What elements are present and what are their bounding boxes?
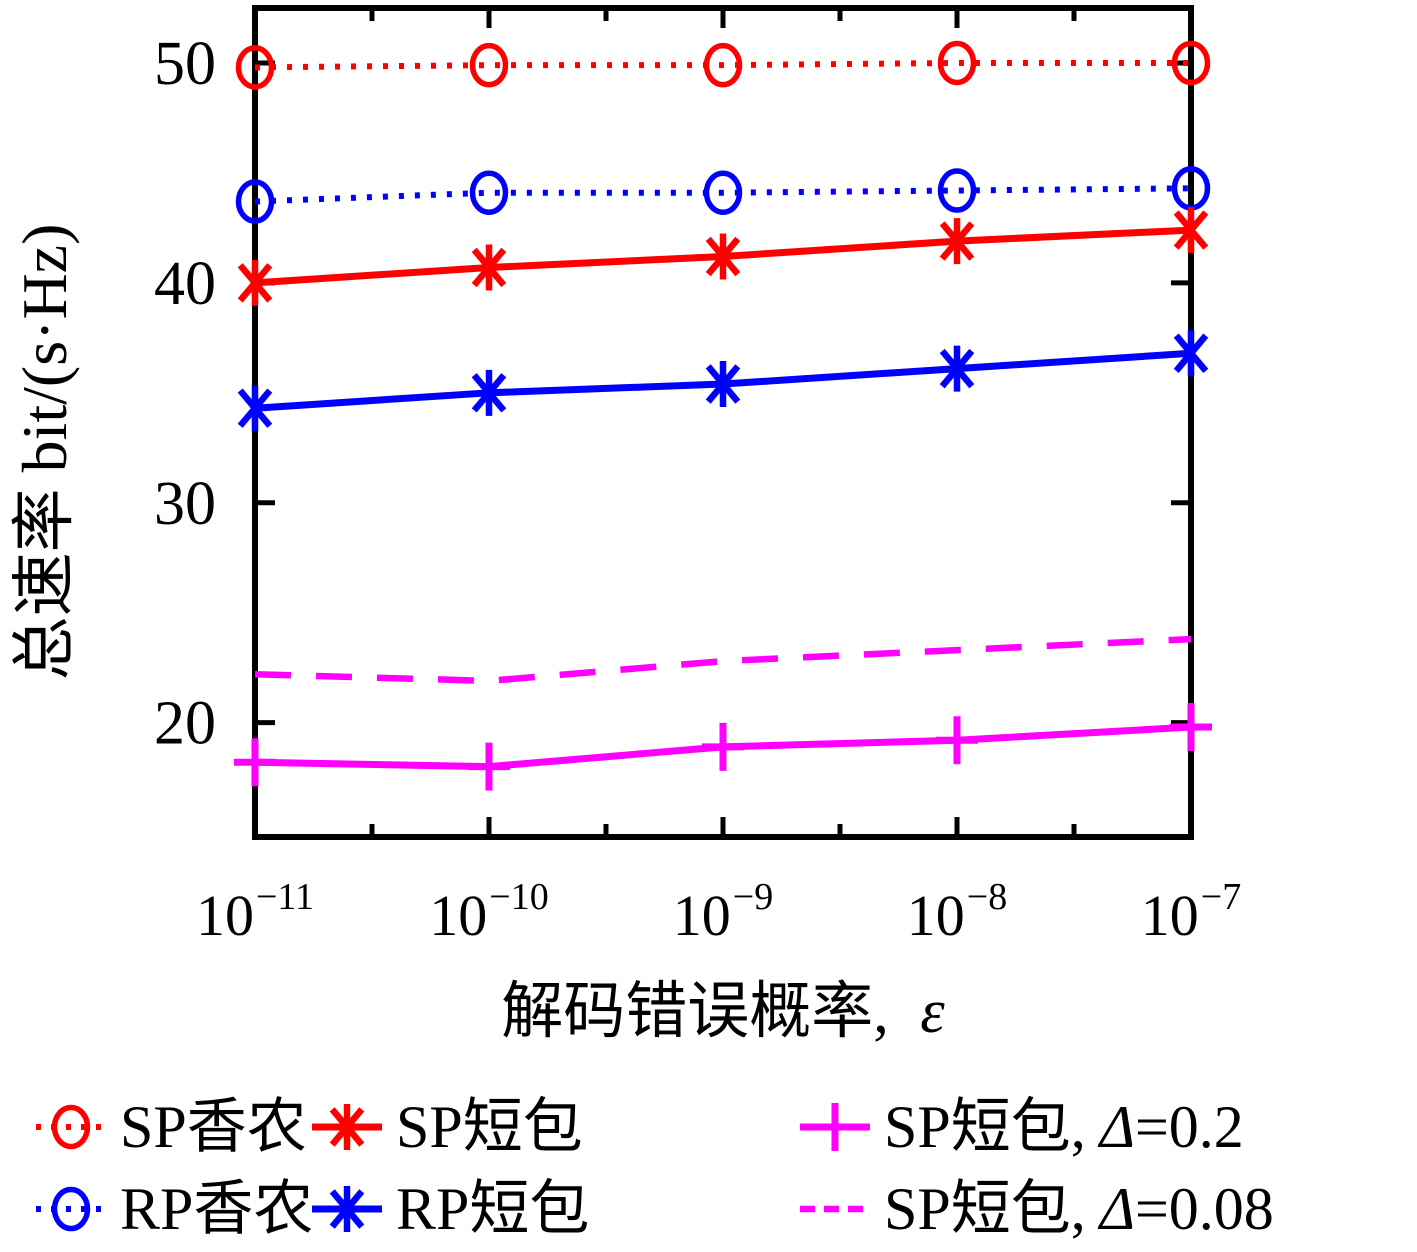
plot-border [252, 5, 1194, 840]
x-tick-label: 10−11 [196, 876, 314, 948]
circle-marker [703, 170, 743, 215]
legend-series-name: SP短包 [396, 1094, 583, 1160]
x-tick-label: 10−8 [907, 876, 1007, 948]
legend-label: SP短包 [396, 1097, 583, 1157]
x-tick-labels: 10−11 10−10 10−9 10−8 10−7 [196, 876, 1241, 948]
asterisk-marker [471, 373, 507, 413]
legend-entry: SP短包 [312, 1085, 583, 1169]
asterisk-marker [705, 364, 741, 404]
legend-series-name: SP短包, [884, 1094, 1086, 1160]
x-tick-exponent: −11 [256, 876, 314, 918]
legend-sample-circle-dotted [36, 1186, 106, 1232]
y-tick-labels: 50 40 30 20 [154, 30, 216, 758]
x-tick-base: 10 [907, 883, 965, 948]
legend-label: SP香农 [120, 1097, 307, 1157]
x-tick-base: 10 [1141, 883, 1199, 948]
legend-delta-value: =0.2 [1134, 1094, 1244, 1160]
legend-label: RP短包 [396, 1179, 589, 1239]
legend-series-name: RP香农 [120, 1176, 314, 1242]
asterisk-marker [329, 1189, 365, 1229]
circle-marker [235, 45, 275, 90]
asterisk-marker [471, 247, 507, 288]
x-axis-label-symbol: ε [920, 978, 945, 1046]
legend-label: SP短包, Δ=0.08 [884, 1179, 1274, 1239]
series-4 [234, 703, 1212, 791]
legend-sample-plus-solid [800, 1103, 870, 1151]
y-tick-label: 30 [154, 470, 216, 538]
asterisk-marker [329, 1107, 365, 1147]
legend-label: SP短包, Δ=0.2 [884, 1097, 1244, 1157]
axis-ticks [252, 8, 1194, 837]
series-2 [237, 207, 1209, 306]
series-0 [235, 40, 1211, 90]
series-1 [235, 166, 1211, 224]
x-axis-label: 解码错误概率, ε [501, 978, 945, 1046]
circle-marker [469, 42, 509, 88]
legend-sample-asterisk-solid [312, 1104, 382, 1150]
series-5 [254, 635, 1192, 685]
legend-entry: SP短包, Δ=0.2 [800, 1085, 1244, 1169]
legend-sample-asterisk-solid [312, 1186, 382, 1232]
circle-marker [51, 1104, 91, 1150]
series-line [254, 59, 1191, 71]
circle-marker [937, 40, 977, 86]
legend-entry: SP香农 [36, 1085, 307, 1169]
circle-marker [235, 179, 275, 224]
asterisk-marker [237, 263, 273, 303]
asterisk-marker [329, 1189, 365, 1229]
y-tick-label: 20 [154, 690, 216, 758]
asterisk-marker [237, 388, 273, 428]
circle-marker [469, 170, 509, 215]
series-3 [237, 330, 1209, 432]
x-tick-base: 10 [673, 883, 731, 948]
x-tick-exponent: −8 [967, 876, 1007, 918]
x-tick-exponent: −7 [1201, 876, 1241, 918]
x-tick-label: 10−7 [1141, 876, 1241, 948]
legend-entry: RP香农 [36, 1167, 313, 1251]
series-line [254, 635, 1192, 685]
circle-marker [51, 1186, 91, 1232]
legend-entry: RP短包 [312, 1167, 589, 1251]
legend-delta-symbol: Δ [1099, 1094, 1135, 1160]
y-tick-label: 50 [154, 30, 216, 98]
legend-delta-value: =0.08 [1134, 1176, 1274, 1242]
legend-sample-circle-dotted [36, 1104, 106, 1150]
circle-marker [937, 168, 977, 213]
legend-delta-symbol: Δ [1099, 1176, 1135, 1242]
asterisk-marker [705, 236, 741, 277]
x-tick-base: 10 [429, 883, 487, 948]
legend-series-name: SP香农 [120, 1094, 307, 1160]
legend-series-name: SP短包, [884, 1176, 1086, 1242]
series-layer [234, 40, 1212, 791]
legend-entry: SP短包, Δ=0.08 [800, 1167, 1274, 1251]
legend-sample-none-dashed [800, 1205, 870, 1213]
y-tick-label: 40 [154, 250, 216, 318]
x-tick-label: 10−10 [429, 876, 548, 948]
y-axis-label: 总速率 bit/(s·Hz) [9, 224, 80, 681]
asterisk-marker [939, 221, 975, 261]
asterisk-marker [1173, 333, 1209, 373]
x-tick-base: 10 [196, 883, 254, 948]
x-axis-label-text: 解码错误概率, [501, 978, 889, 1046]
series-line [254, 185, 1192, 205]
x-tick-label: 10−9 [673, 876, 773, 948]
circle-marker [703, 42, 743, 88]
asterisk-marker [329, 1107, 365, 1147]
circle-marker [1171, 40, 1211, 86]
legend-series-name: RP短包 [396, 1176, 590, 1242]
asterisk-marker [1173, 210, 1209, 250]
x-tick-exponent: −10 [489, 876, 548, 918]
asterisk-marker [939, 348, 975, 389]
x-tick-exponent: −9 [733, 876, 773, 918]
legend-label: RP香农 [120, 1179, 313, 1239]
